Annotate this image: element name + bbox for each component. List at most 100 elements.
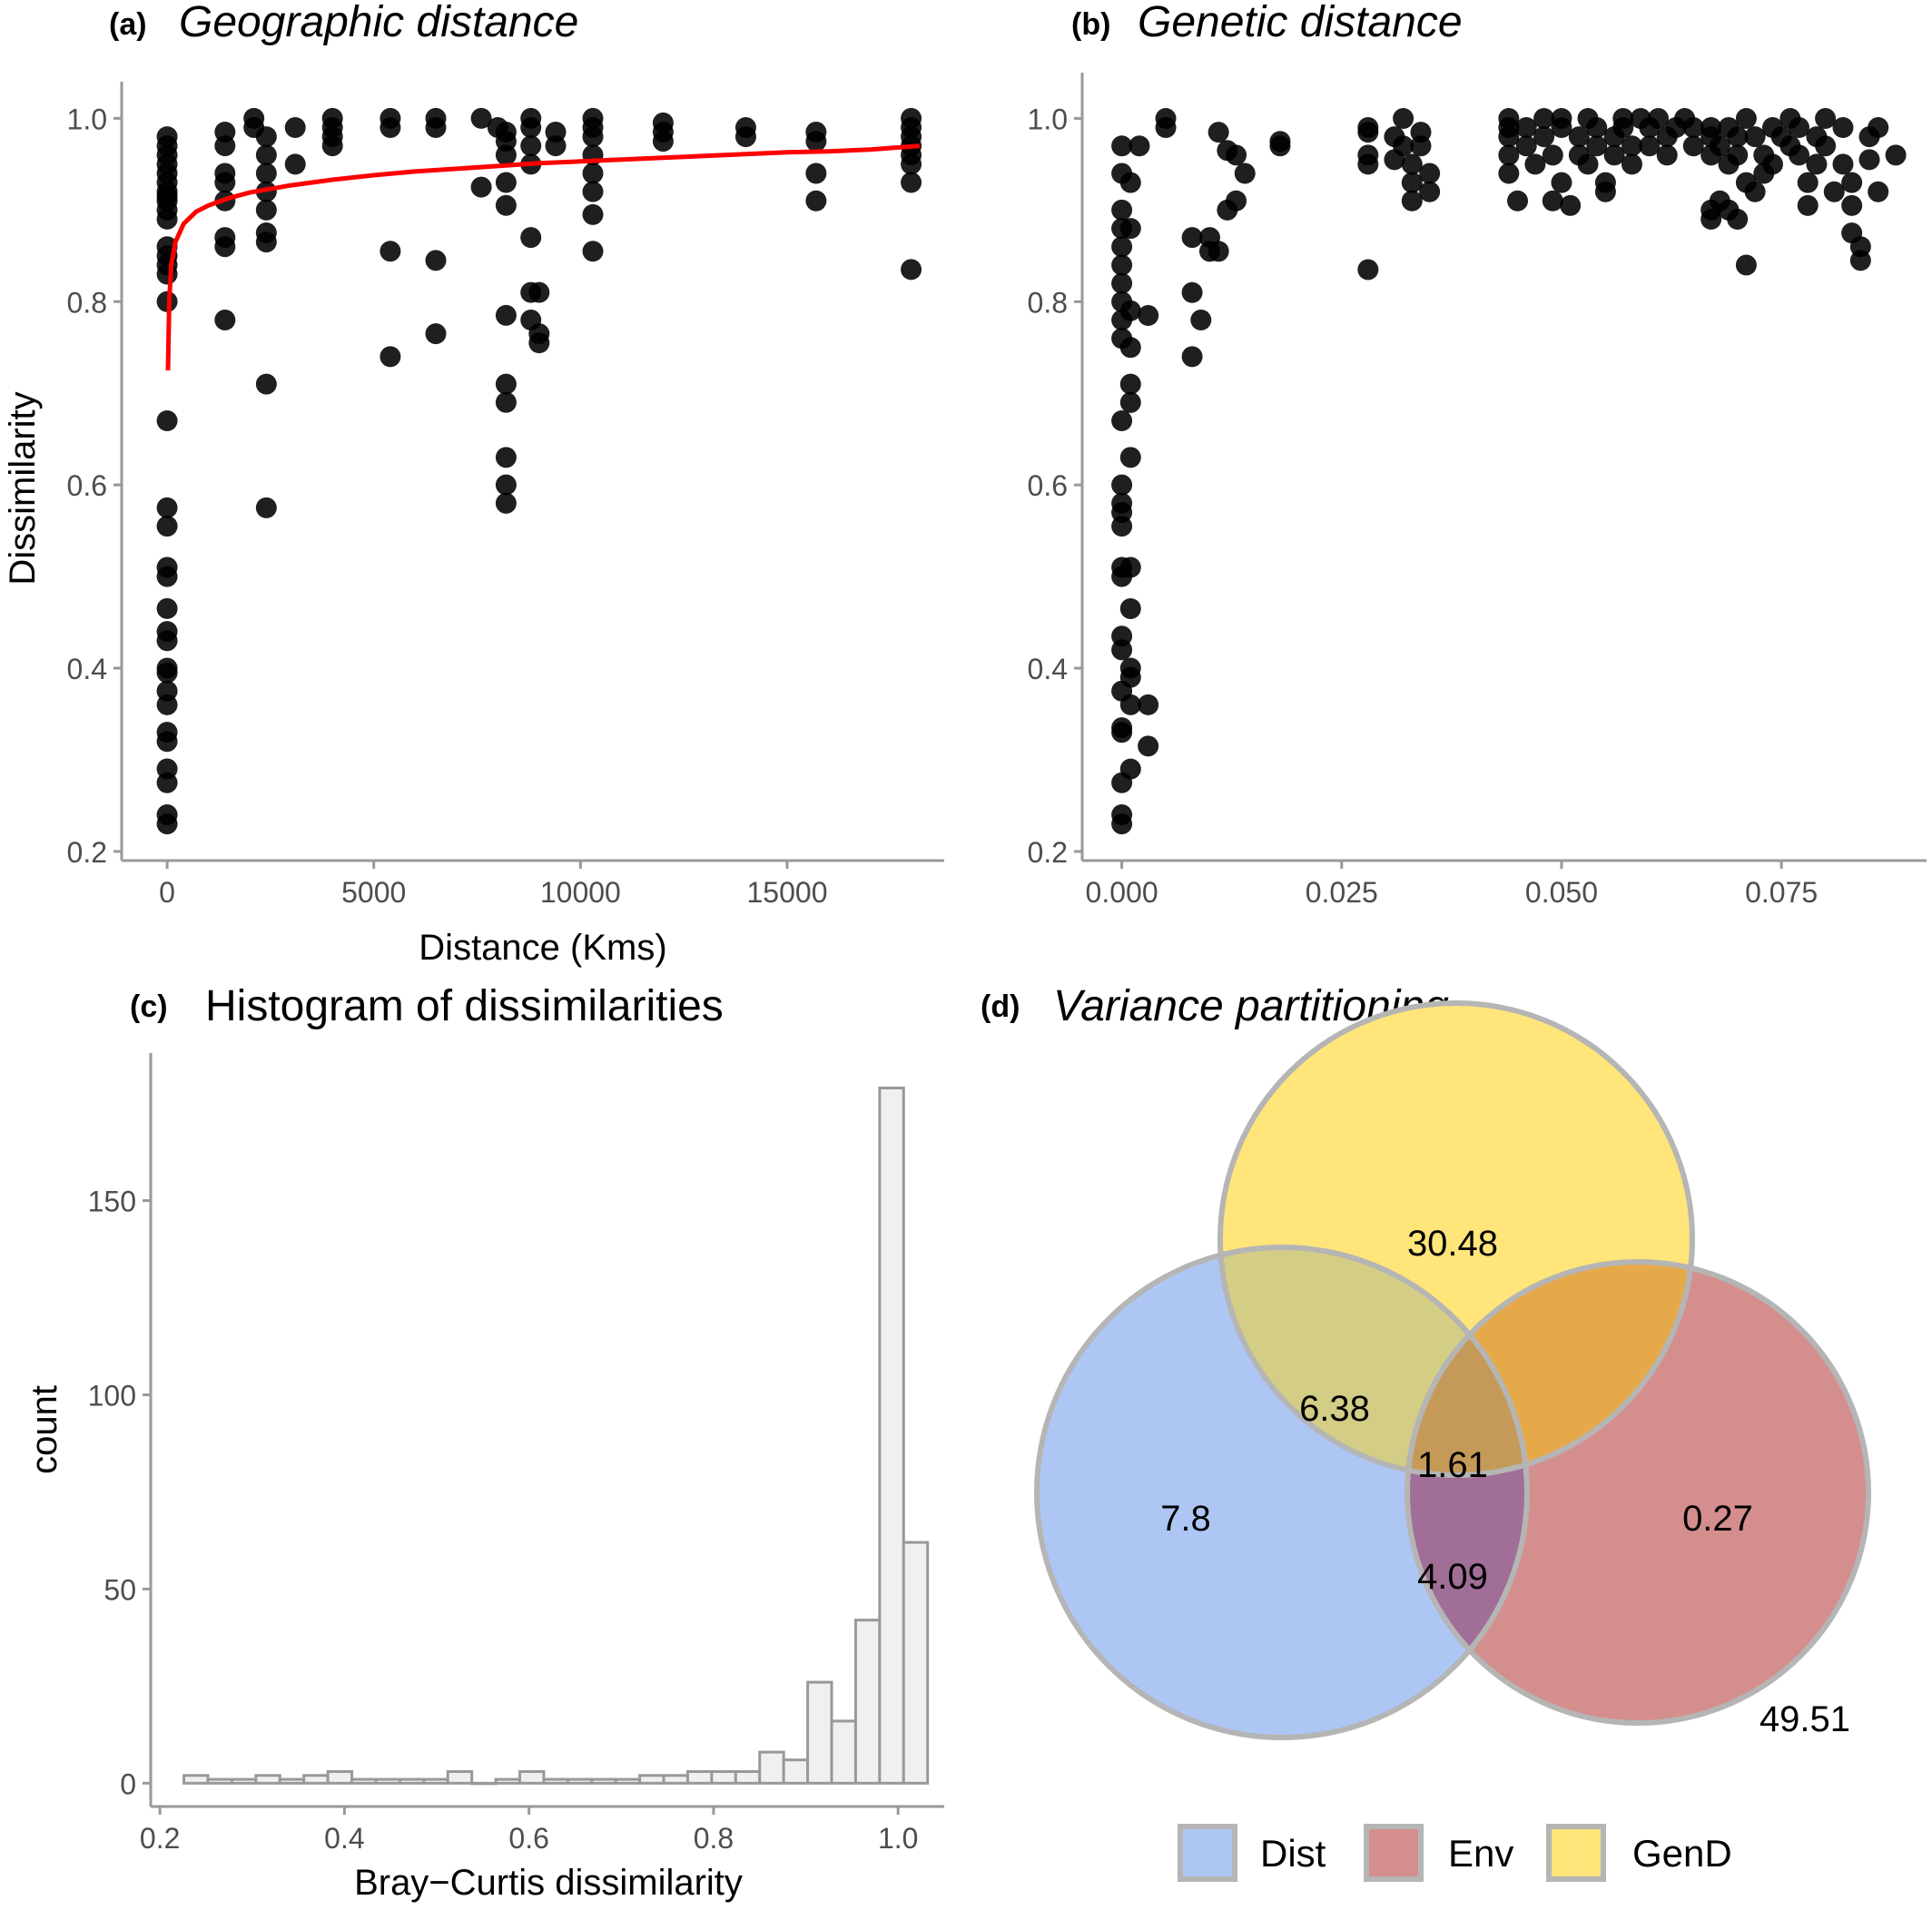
data-point (156, 497, 178, 518)
data-point (255, 231, 277, 253)
histogram-bar (902, 1541, 930, 1785)
histogram-bar (614, 1777, 642, 1785)
histogram-bar (542, 1777, 569, 1785)
data-point (1119, 337, 1141, 359)
panel-a-y-tick-label: 0.2 (67, 836, 107, 869)
data-point (321, 135, 343, 157)
histogram-bar (422, 1777, 449, 1785)
panel-c-x-tick-label: 0.6 (508, 1822, 548, 1855)
data-point (1700, 208, 1722, 230)
data-point (1498, 144, 1520, 166)
panel-a: (a) Geographic distance 0.20.40.60.81.00… (3, 0, 944, 968)
venn-dist-outline (1034, 1245, 1530, 1740)
data-point (1832, 153, 1854, 175)
data-point (255, 144, 277, 166)
panel-a-y-tick-label: 0.8 (67, 286, 107, 319)
data-point (545, 135, 567, 157)
data-point (1682, 135, 1704, 157)
data-point (1138, 694, 1159, 715)
data-point (495, 492, 517, 514)
data-point (1551, 172, 1572, 193)
panel-b-x-tick-label: 0.000 (1086, 876, 1158, 909)
data-point (528, 281, 550, 303)
data-point (520, 135, 542, 157)
data-point (1181, 346, 1203, 368)
venn-gend-outline (1217, 1000, 1695, 1478)
data-point (1357, 122, 1379, 143)
data-point (1401, 190, 1423, 212)
panel-c-title: Histogram of dissimilarities (205, 982, 724, 1030)
data-point (1111, 236, 1133, 258)
data-point (1806, 153, 1828, 175)
venn-env-gend-overlap (1407, 1262, 1692, 1475)
data-point (1735, 254, 1757, 276)
venn-env-outline (1405, 1259, 1871, 1726)
panel-a-y-tick-label: 0.6 (67, 469, 107, 502)
data-point (1815, 135, 1837, 157)
data-point (805, 190, 827, 212)
panel-c-xlabel: Bray−Curtis dissimilarity (354, 1863, 743, 1903)
panel-a-y-tick-label: 1.0 (67, 103, 107, 135)
data-point (1815, 107, 1837, 129)
panel-a-xlabel: Distance (Kms) (419, 928, 666, 968)
data-point (1393, 107, 1414, 129)
histogram-bar (470, 1781, 498, 1786)
data-point (1858, 149, 1880, 171)
data-point (1744, 181, 1766, 202)
panel-b-y-tick-label: 0.4 (1028, 653, 1068, 685)
data-point (214, 309, 236, 330)
data-point (1119, 373, 1141, 395)
histogram-bar (254, 1774, 281, 1785)
data-point (1841, 194, 1863, 216)
data-point (495, 373, 517, 395)
data-point (1119, 556, 1141, 578)
data-point (1111, 199, 1133, 221)
venn-label-env-only: 0.27 (1682, 1499, 1753, 1539)
data-point (284, 153, 306, 175)
data-point (156, 208, 178, 230)
data-point (582, 203, 604, 225)
panel-c-ylabel: count (25, 1385, 64, 1474)
data-point (156, 772, 178, 793)
venn-label-gend-only: 30.48 (1407, 1224, 1498, 1264)
legend-gend-swatch (1546, 1824, 1606, 1882)
data-point (805, 131, 827, 153)
data-point (1621, 153, 1642, 175)
panel-c-x-tick-label: 0.2 (140, 1822, 180, 1855)
histogram-bar (494, 1777, 522, 1785)
data-point (520, 227, 542, 249)
data-point (1727, 208, 1749, 230)
data-point (1612, 117, 1634, 139)
histogram-bar (590, 1777, 617, 1785)
data-point (284, 116, 306, 138)
data-point (1111, 272, 1133, 294)
data-point (1155, 117, 1177, 139)
venn-label-dist-only: 7.8 (1160, 1499, 1211, 1539)
data-point (1586, 117, 1608, 139)
fit-line (165, 143, 920, 371)
data-point (255, 162, 277, 184)
data-point (214, 135, 236, 157)
data-point (255, 373, 277, 395)
data-point (380, 241, 401, 262)
panel-c-y-tick-label: 150 (88, 1186, 136, 1218)
data-point (495, 447, 517, 468)
data-point (1234, 162, 1256, 184)
data-point (1269, 135, 1291, 157)
panel-c-y-tick-label: 100 (88, 1379, 136, 1412)
panel-c-plot: 0 50 100 150 0.2 0.4 0.6 0.8 1.0 (88, 1053, 944, 1855)
data-point (156, 516, 178, 537)
data-point (156, 662, 178, 684)
data-point (734, 126, 756, 148)
histogram-bar (278, 1777, 306, 1785)
data-point (1119, 666, 1141, 688)
panel-b-title: Genetic distance (1138, 0, 1463, 46)
data-point (901, 153, 922, 175)
data-point (582, 126, 604, 148)
data-point (495, 474, 517, 496)
data-point (1542, 144, 1563, 166)
data-point (1111, 254, 1133, 276)
data-point (470, 107, 492, 129)
data-point (1656, 144, 1678, 166)
data-point (255, 497, 277, 518)
